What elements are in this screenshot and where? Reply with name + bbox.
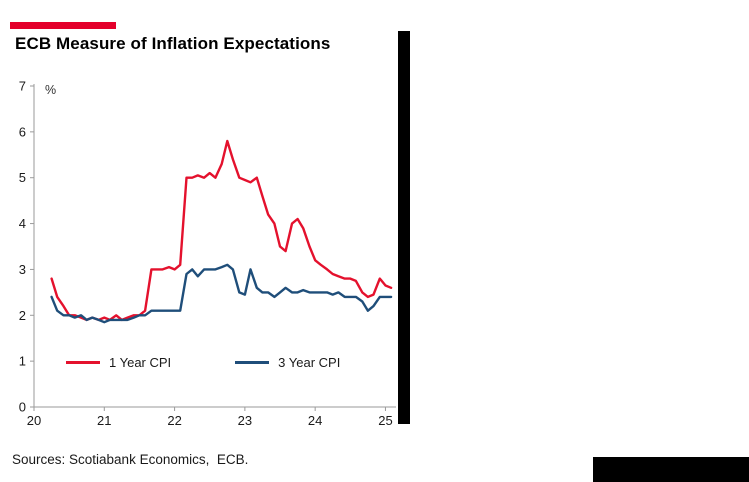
y-tick-label: 2 [19,308,26,323]
chart-legend: 1 Year CPI 3 Year CPI [66,355,340,370]
sources-note: Sources: Scotiabank Economics, ECB. [12,452,249,467]
y-axis-unit-label: % [45,83,56,97]
blue-line-swatch [235,361,270,364]
legend-item-3-year-cpi: 3 Year CPI [235,355,340,370]
y-tick-label: 4 [19,216,26,231]
y-tick-label: 5 [19,170,26,185]
x-tick-label: 22 [167,413,181,428]
x-tick-label: 23 [238,413,252,428]
red-line-swatch [66,361,100,364]
series-line-3-year-cpi [50,263,393,324]
y-tick-label: 7 [19,79,26,94]
legend-label: 3 Year CPI [278,355,341,370]
y-tick-label: 0 [19,400,26,415]
y-tick-label: 3 [19,262,26,277]
footer-divider-bar [593,457,749,482]
x-tick-label: 25 [378,413,392,428]
y-tick-label: 6 [19,124,26,139]
series-line-1-year-cpi [50,139,393,322]
legend-label: 1 Year CPI [109,355,172,370]
x-tick-label: 21 [97,413,111,428]
x-tick-label: 20 [27,413,41,428]
x-tick-label: 24 [308,413,322,428]
brand-accent-bar [10,22,116,29]
y-tick-label: 1 [19,354,26,369]
legend-item-1-year-cpi: 1 Year CPI [66,355,171,370]
column-divider-bar [398,31,410,424]
chart-title: ECB Measure of Inflation Expectations [15,34,331,53]
